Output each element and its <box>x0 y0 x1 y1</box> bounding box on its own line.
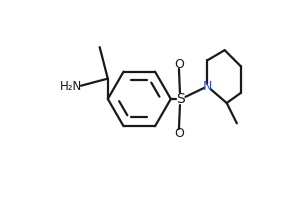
Text: H₂N: H₂N <box>60 80 82 93</box>
Text: S: S <box>177 92 185 106</box>
Text: O: O <box>174 127 184 140</box>
Text: N: N <box>203 80 212 93</box>
Text: O: O <box>174 58 184 71</box>
